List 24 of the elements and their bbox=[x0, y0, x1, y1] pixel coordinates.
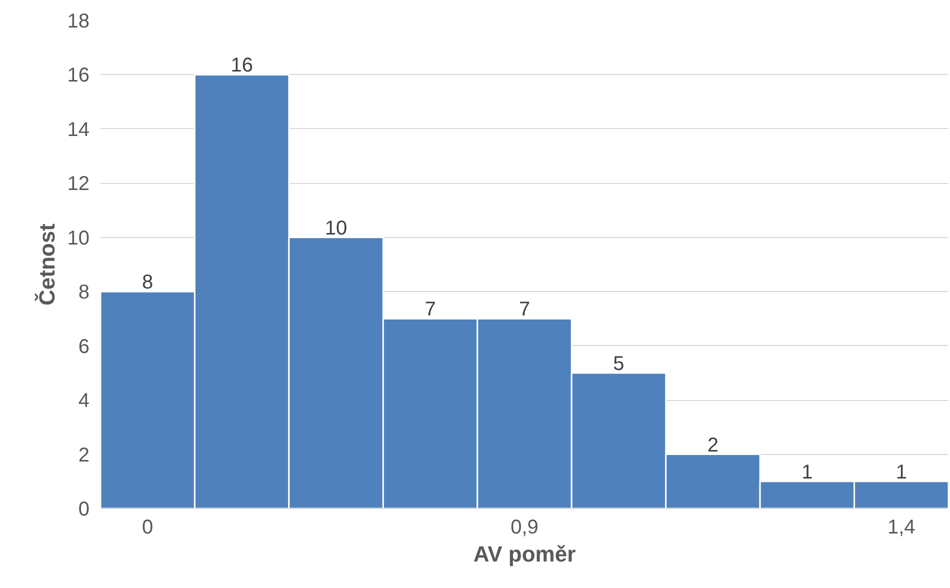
data-label: 16 bbox=[230, 54, 253, 77]
x-tick-label: 0,9 bbox=[510, 516, 538, 538]
data-label: 10 bbox=[324, 217, 348, 240]
data-label: 7 bbox=[518, 298, 530, 321]
data-label: 1 bbox=[802, 461, 813, 484]
y-tick-label: 12 bbox=[67, 173, 90, 196]
x-tick-label: 0 bbox=[142, 516, 154, 538]
y-tick-label: 16 bbox=[67, 64, 90, 87]
x-tick-label: 1,4 bbox=[887, 516, 916, 538]
x-axis-title: AV poměr bbox=[473, 542, 576, 566]
y-tick-label: 10 bbox=[67, 227, 90, 250]
y-tick-label: 6 bbox=[78, 336, 90, 358]
y-tick-label: 18 bbox=[67, 10, 90, 32]
data-label: 5 bbox=[613, 352, 624, 375]
y-tick-label: 14 bbox=[67, 118, 90, 141]
data-label: 7 bbox=[424, 298, 436, 321]
y-tick-label: 8 bbox=[78, 282, 90, 304]
y-axis-title: Četnost bbox=[34, 222, 60, 306]
data-label: 1 bbox=[896, 461, 907, 484]
y-tick-label: 2 bbox=[78, 444, 90, 466]
data-label: 2 bbox=[707, 434, 719, 456]
y-tick-label: 0 bbox=[78, 498, 90, 520]
y-tick-label: 4 bbox=[78, 390, 90, 412]
data-label: 8 bbox=[142, 272, 154, 294]
